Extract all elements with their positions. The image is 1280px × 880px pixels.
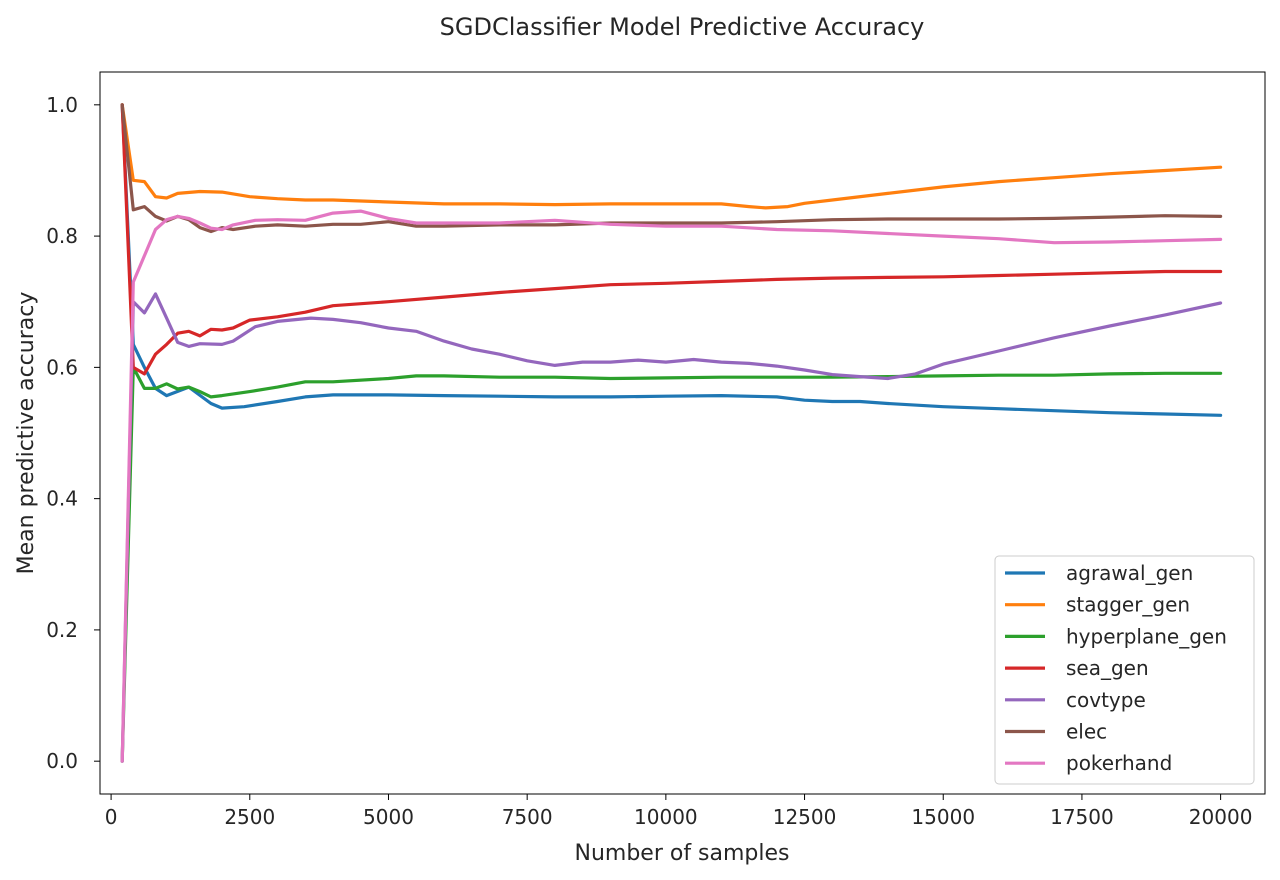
y-tick-label: 0.0 bbox=[46, 749, 78, 773]
series-line-hyperplane_gen bbox=[120, 365, 1223, 763]
x-axis: 0 2500 5000 7500 10000 12500 15000 17500 20000 bbox=[105, 794, 1253, 829]
legend-label: agrawal_gen bbox=[1066, 561, 1193, 585]
legend-label: sea_gen bbox=[1066, 656, 1149, 680]
y-axis-label: Mean predictive accuracy bbox=[14, 292, 39, 575]
plot-frame bbox=[99, 71, 1266, 795]
legend-label: hyperplane_gen bbox=[1066, 624, 1227, 648]
x-tick-label: 15000 bbox=[911, 805, 975, 829]
x-tick-label: 5000 bbox=[363, 805, 414, 829]
series-line-sea_gen bbox=[120, 103, 1223, 376]
y-tick-label: 0.6 bbox=[46, 355, 78, 379]
y-tick-label: 0.2 bbox=[46, 618, 78, 642]
series-line-covtype bbox=[120, 292, 1223, 763]
x-axis-label: Number of samples bbox=[574, 841, 789, 866]
legend-label: pokerhand bbox=[1066, 751, 1172, 775]
legend-label: elec bbox=[1066, 720, 1107, 744]
chart-title: SGDClassifier Model Predictive Accuracy bbox=[440, 13, 925, 41]
x-tick-label: 2500 bbox=[224, 805, 275, 829]
series-line-stagger_gen bbox=[120, 103, 1223, 210]
y-tick-label: 0.8 bbox=[46, 224, 78, 248]
legend-label: covtype bbox=[1066, 688, 1146, 712]
x-tick-label: 12500 bbox=[773, 805, 837, 829]
series-line-pokerhand bbox=[120, 209, 1223, 763]
legend-label: stagger_gen bbox=[1066, 593, 1190, 617]
legend-box bbox=[994, 555, 1255, 785]
x-tick-label: 10000 bbox=[634, 805, 698, 829]
x-tick-label: 0 bbox=[105, 805, 118, 829]
plot-area bbox=[99, 71, 1266, 795]
x-tick-label: 20000 bbox=[1189, 805, 1253, 829]
y-tick-label: 1.0 bbox=[46, 93, 78, 117]
y-axis: 0.0 0.2 0.4 0.6 0.8 1.0 bbox=[46, 93, 100, 773]
x-tick-label: 7500 bbox=[502, 805, 553, 829]
y-tick-label: 0.4 bbox=[46, 487, 78, 511]
legend: agrawal_gen stagger_gen hyperplane_gen sea_… bbox=[994, 555, 1255, 785]
x-tick-label: 17500 bbox=[1050, 805, 1114, 829]
series-layer bbox=[120, 103, 1223, 763]
